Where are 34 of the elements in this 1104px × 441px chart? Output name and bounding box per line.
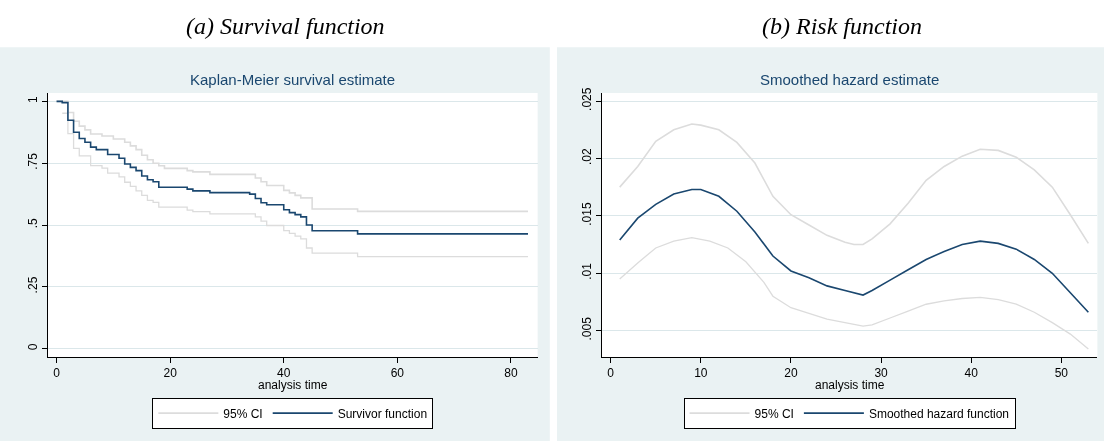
chart-subtitle: Kaplan-Meier survival estimate	[190, 71, 396, 88]
legend-label: Survivor function	[337, 406, 428, 421]
y-tick-label: .015	[579, 202, 594, 226]
y-tick-label: .75	[26, 152, 41, 170]
legend-label: 95% CI	[223, 406, 263, 421]
line-series	[619, 237, 1090, 350]
y-tick-label: .25	[26, 276, 41, 294]
x-tick-label: 80	[504, 366, 518, 381]
y-tick-label: .5	[26, 217, 41, 229]
y-tick-label: .005	[579, 316, 594, 341]
x-axis-title: analysis time	[258, 378, 328, 392]
x-tick-label: 20	[784, 366, 798, 381]
x-tick-label: 50	[1054, 366, 1069, 381]
chart-title: (a) Survival function	[186, 13, 385, 39]
x-tick-label: 30	[874, 366, 889, 381]
y-tick-label: .025	[579, 87, 594, 111]
x-tick-label: 60	[390, 366, 405, 381]
x-tick-label: 0	[607, 366, 615, 381]
y-tick-label: 0	[26, 343, 41, 351]
chart-subtitle: Smoothed hazard estimate	[760, 71, 940, 88]
line-series	[618, 123, 1090, 246]
y-tick-label: .02	[579, 147, 594, 165]
line-series	[618, 188, 1090, 314]
x-axis-title: analysis time	[815, 378, 885, 392]
x-tick-label: 10	[694, 366, 708, 381]
legend-label: 95% CI	[754, 406, 794, 421]
x-tick-label: 40	[277, 366, 291, 381]
chart-title: (b) Risk function	[762, 13, 922, 39]
x-tick-label: 40	[964, 366, 979, 381]
y-tick-label: 1	[26, 95, 41, 103]
x-tick-label: 20	[163, 366, 178, 381]
y-tick-label: .01	[579, 262, 594, 280]
x-tick-label: 0	[53, 366, 61, 381]
legend-label: Smoothed hazard function	[868, 406, 1009, 421]
